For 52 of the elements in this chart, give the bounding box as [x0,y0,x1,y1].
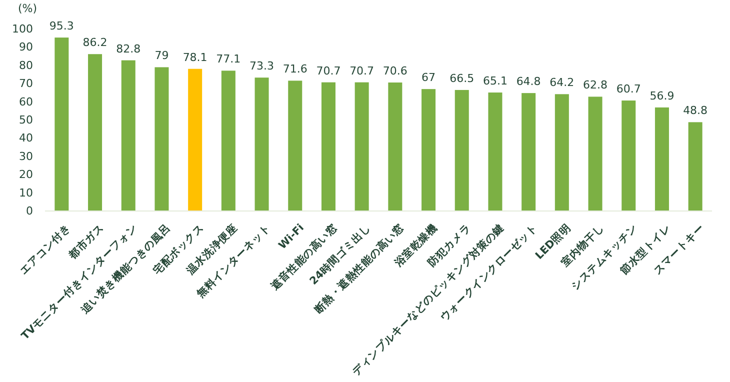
y-tick-label: 30 [19,150,33,163]
data-label: 65.1 [482,74,508,88]
y-tick-label: 20 [19,168,33,182]
data-label: 70.7 [350,64,374,78]
y-tick-label: 80 [19,58,33,72]
y-tick-label: 10 [19,186,33,200]
bar [554,94,569,211]
bar [54,38,69,211]
bar [354,82,369,211]
bar [254,78,269,211]
bar [88,54,102,211]
data-label: 64.8 [516,75,541,88]
bar [488,92,502,211]
y-tick-label: 40 [19,132,33,145]
data-label: 78.1 [182,50,208,64]
data-label: 62.8 [583,78,608,92]
bar [454,90,469,211]
data-label: 66.5 [450,72,474,85]
y-tick-label: 50 [19,114,33,127]
bar [188,68,202,211]
y-tick-label: 100 [12,22,33,36]
bar [522,93,536,211]
bar [321,82,336,211]
y-axis-title: (%) [18,2,38,15]
data-label: 70.7 [316,64,341,78]
bar [422,89,436,211]
data-label: 73.3 [250,60,274,73]
bar [588,96,602,211]
bar [388,82,402,211]
data-label: 64.2 [550,76,574,90]
data-label: 60.7 [616,82,641,96]
data-label: 56.9 [650,89,674,102]
y-tick-label: 70 [19,77,33,90]
data-label: 86.2 [82,36,108,50]
bar [654,107,669,211]
bar [288,80,302,211]
bar [121,60,136,211]
data-label: 82.8 [116,42,141,56]
bar [221,70,236,211]
bar [688,122,702,211]
data-label: 79 [154,49,169,62]
y-tick-label: 60 [19,95,33,108]
y-tick-label: 90 [19,40,33,54]
y-tick-label: 0 [26,204,33,218]
data-label: 95.3 [49,20,74,33]
data-label: 71.6 [282,62,308,76]
bar [622,100,636,211]
data-label: 70.6 [382,64,408,78]
bar [154,67,169,211]
data-label: 67 [422,71,436,84]
data-label: 48.8 [683,104,708,118]
data-label: 77.1 [216,52,241,66]
